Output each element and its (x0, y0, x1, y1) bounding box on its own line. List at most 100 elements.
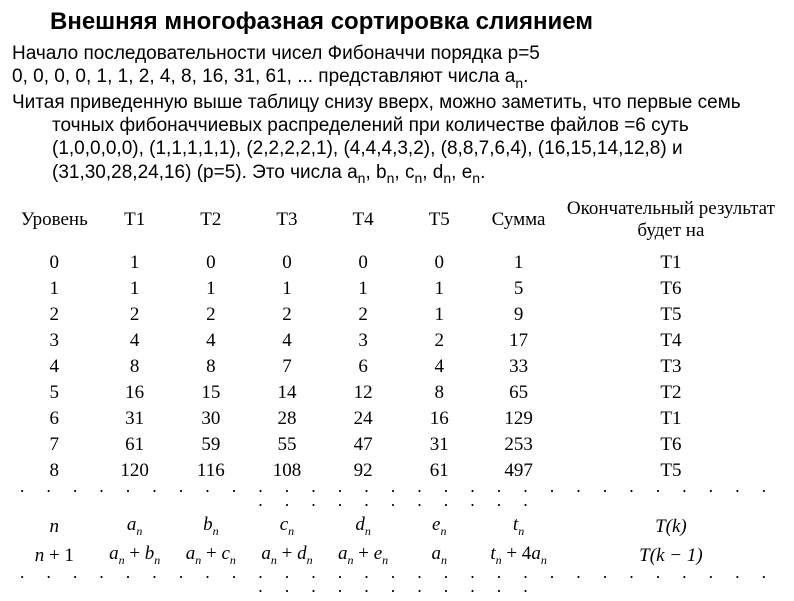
f-tn4an: tn + 4an (477, 541, 560, 570)
cell-t2: 8 (173, 354, 249, 380)
header-level: Уровень (12, 196, 97, 250)
f-lvl-n: n (12, 512, 97, 541)
cell-t5: 2 (401, 328, 477, 354)
table-row: 0100001T1 (12, 250, 782, 276)
seq-b: , b (365, 162, 386, 183)
cell-t1: 1 (97, 250, 173, 276)
cell-t5: 1 (401, 276, 477, 302)
table-row: 76159554731253T6 (12, 432, 782, 458)
dots-row-2: · · · · · · · · · · · · · · · · · · · · … (12, 570, 782, 598)
header-t4: T4 (325, 196, 401, 250)
cell-t1: 4 (97, 328, 173, 354)
cell-t3: 28 (249, 406, 325, 432)
cell-t1: 61 (97, 432, 173, 458)
cell-t4: 3 (325, 328, 401, 354)
f-ancn: an + cn (173, 541, 249, 570)
formula-row-n1: n + 1 an + bn an + cn an + dn an + en an… (12, 541, 782, 570)
para2-tail: . (523, 66, 528, 87)
cell-t5: 31 (401, 432, 477, 458)
f-dn: dn (325, 512, 401, 541)
cell-t3: 7 (249, 354, 325, 380)
sub-c: n (414, 170, 422, 186)
sub-d: n (443, 170, 451, 186)
cell-t2: 59 (173, 432, 249, 458)
table-row: 1111115T6 (12, 276, 782, 302)
cell-t2: 0 (173, 250, 249, 276)
header-result-l1: Окончательный результат (567, 198, 775, 219)
cell-res: T5 (560, 302, 782, 328)
cell-sum: 17 (477, 328, 560, 354)
header-result: Окончательный результат будет на (560, 196, 782, 250)
paragraph-3: Читая приведенную выше таблицу снизу вве… (12, 91, 782, 186)
cell-res: T1 (560, 250, 782, 276)
cell-t2: 30 (173, 406, 249, 432)
cell-t4: 2 (325, 302, 401, 328)
cell-t3: 2 (249, 302, 325, 328)
table-row: 516151412865T2 (12, 380, 782, 406)
f-cn: cn (249, 512, 325, 541)
cell-res: T6 (560, 432, 782, 458)
cell-t1: 31 (97, 406, 173, 432)
f-an: an (97, 512, 173, 541)
cell-t5: 16 (401, 406, 477, 432)
paragraph-1: Начало последовательности чисел Фибоначч… (12, 42, 782, 65)
dots-row-1: · · · · · · · · · · · · · · · · · · · · … (12, 484, 782, 512)
cell-t5: 1 (401, 302, 477, 328)
header-t1: T1 (97, 196, 173, 250)
cell-sum: 253 (477, 432, 560, 458)
f-bn: bn (173, 512, 249, 541)
cell-lvl: 2 (12, 302, 97, 328)
sub-a: n (358, 170, 366, 186)
cell-t5: 0 (401, 250, 477, 276)
cell-sum: 1 (477, 250, 560, 276)
para2-text: 0, 0, 0, 0, 1, 1, 2, 4, 8, 16, 31, 61, .… (12, 66, 515, 87)
para3-tail: . (480, 162, 485, 183)
table-row: 34443217T4 (12, 328, 782, 354)
cell-sum: 33 (477, 354, 560, 380)
table-header-row: Уровень T1 T2 T3 T4 T5 Сумма Окончательн… (12, 196, 782, 250)
header-result-l2: будет на (637, 220, 704, 241)
cell-lvl: 1 (12, 276, 97, 302)
page-title: Внешняя многофазная сортировка слиянием (50, 8, 782, 36)
f-an2: an (401, 541, 477, 570)
seq-d: , d (422, 162, 443, 183)
cell-t2: 4 (173, 328, 249, 354)
cell-t5: 8 (401, 380, 477, 406)
cell-t4: 12 (325, 380, 401, 406)
cell-t3: 1 (249, 276, 325, 302)
table-row: 63130282416129T1 (12, 406, 782, 432)
distribution-table: Уровень T1 T2 T3 T4 T5 Сумма Окончательн… (12, 196, 782, 598)
cell-t3: 0 (249, 250, 325, 276)
cell-t3: 4 (249, 328, 325, 354)
cell-t5: 4 (401, 354, 477, 380)
cell-lvl: 4 (12, 354, 97, 380)
f-anbn: an + bn (97, 541, 173, 570)
formula-row-n: n an bn cn dn en tn T(k) (12, 512, 782, 541)
cell-t1: 8 (97, 354, 173, 380)
cell-t1: 16 (97, 380, 173, 406)
cell-t2: 2 (173, 302, 249, 328)
f-andn: an + dn (249, 541, 325, 570)
cell-t4: 1 (325, 276, 401, 302)
cell-sum: 129 (477, 406, 560, 432)
cell-res: T6 (560, 276, 782, 302)
cell-lvl: 0 (12, 250, 97, 276)
header-t5: T5 (401, 196, 477, 250)
cell-t1: 1 (97, 276, 173, 302)
seq-c: , c (394, 162, 414, 183)
cell-t3: 55 (249, 432, 325, 458)
header-sum: Сумма (477, 196, 560, 250)
sub-e: n (472, 170, 480, 186)
cell-res: T4 (560, 328, 782, 354)
seq-e: , e (451, 162, 472, 183)
cell-t4: 47 (325, 432, 401, 458)
subscript-n: n (515, 75, 523, 91)
cell-res: T1 (560, 406, 782, 432)
header-t2: T2 (173, 196, 249, 250)
cell-lvl: 3 (12, 328, 97, 354)
table-row: 2222219T5 (12, 302, 782, 328)
cell-t3: 14 (249, 380, 325, 406)
cell-res: T2 (560, 380, 782, 406)
cell-sum: 9 (477, 302, 560, 328)
cell-t4: 0 (325, 250, 401, 276)
